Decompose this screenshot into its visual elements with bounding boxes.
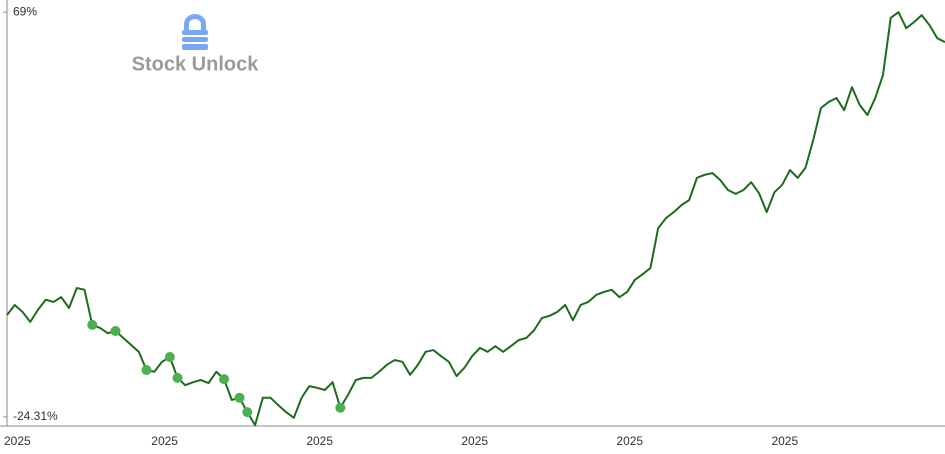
event-dot [219,374,230,385]
event-dot [87,319,98,330]
x-tick-label: 2025 [771,434,798,448]
event-dot [141,365,152,376]
event-dot [110,325,121,336]
x-tick-label: 2025 [616,434,643,448]
x-tick-label: 2025 [4,434,31,448]
watermark: Stock Unlock [132,53,260,75]
y-tick-label: -24.31% [13,409,58,423]
event-dot [164,352,175,363]
x-tick-label: 2025 [151,434,178,448]
event-dot [234,392,245,403]
x-tick-label: 2025 [306,434,333,448]
x-tick-label: 2025 [461,434,488,448]
y-tick-label: 69% [13,4,37,18]
price-line [6,11,945,427]
watermark-icon [182,14,208,50]
event-dot [335,402,346,413]
event-dot [172,372,183,383]
event-dot [242,407,253,418]
